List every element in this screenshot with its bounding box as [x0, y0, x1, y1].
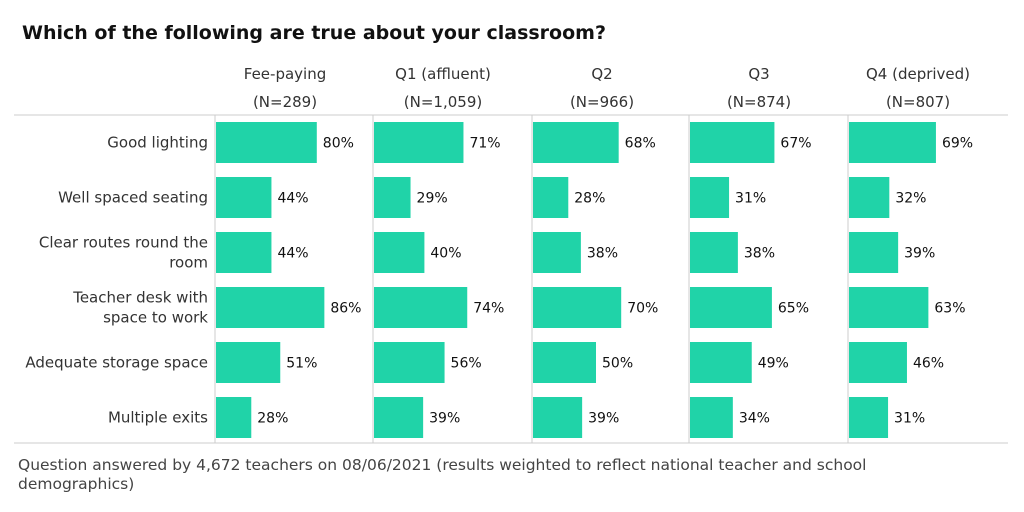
value-label: 80% — [323, 136, 354, 152]
bar — [849, 122, 936, 163]
bar — [849, 397, 889, 438]
bar — [849, 232, 899, 273]
row-label: Well spaced seating — [58, 189, 208, 207]
bar — [374, 287, 468, 328]
bar — [849, 342, 907, 383]
bar — [533, 122, 619, 163]
value-label: 71% — [469, 136, 500, 152]
bar — [216, 232, 272, 273]
value-label: 38% — [587, 246, 618, 262]
value-label: 68% — [625, 136, 656, 152]
value-label: 39% — [588, 411, 619, 427]
value-label: 49% — [758, 356, 789, 372]
bar — [374, 232, 425, 273]
value-label: 86% — [330, 301, 361, 317]
column-header-n: (N=807) — [886, 93, 950, 111]
value-label: 69% — [942, 136, 973, 152]
row-label: Clear routes round the room — [39, 234, 208, 272]
bar — [690, 342, 752, 383]
column-header-name: Q3 — [748, 65, 769, 83]
row-label: Multiple exits — [108, 409, 208, 427]
bar — [690, 397, 733, 438]
row-label-line: room — [169, 254, 208, 272]
value-label: 63% — [934, 301, 965, 317]
value-label: 44% — [277, 191, 308, 207]
bar — [690, 232, 738, 273]
value-label: 74% — [473, 301, 504, 317]
row-label-line: space to work — [103, 309, 208, 327]
bar — [690, 122, 775, 163]
column-header-n: (N=874) — [727, 93, 791, 111]
value-label: 28% — [574, 191, 605, 207]
value-label: 39% — [904, 246, 935, 262]
bar — [533, 342, 596, 383]
row-label-line: Teacher desk with — [72, 289, 208, 307]
row-label: Teacher desk with space to work — [72, 289, 208, 327]
bar — [216, 177, 272, 218]
bar — [849, 287, 929, 328]
bar — [374, 122, 464, 163]
bar — [533, 177, 569, 218]
footnote: Question answered by 4,672 teachers on 0… — [18, 456, 867, 493]
value-label: 31% — [735, 191, 766, 207]
column-header-name: Q2 — [591, 65, 612, 83]
value-label: 67% — [780, 136, 811, 152]
column-header-n: (N=289) — [253, 93, 317, 111]
row-label: Good lighting — [107, 134, 208, 152]
row-label-line: Clear routes round the — [39, 234, 208, 252]
bar — [374, 342, 445, 383]
bar — [690, 177, 730, 218]
value-label: 32% — [895, 191, 926, 207]
column-header-name: Q1 (affluent) — [395, 65, 491, 83]
value-label: 40% — [430, 246, 461, 262]
column-header-name: Q4 (deprived) — [866, 65, 970, 83]
bar — [849, 177, 890, 218]
value-label: 51% — [286, 356, 317, 372]
bar — [216, 122, 317, 163]
bar — [216, 342, 281, 383]
value-label: 28% — [257, 411, 288, 427]
bar — [690, 287, 772, 328]
value-label: 46% — [913, 356, 944, 372]
value-label: 38% — [744, 246, 775, 262]
bar — [216, 397, 252, 438]
bar — [216, 287, 325, 328]
value-label: 65% — [778, 301, 809, 317]
value-label: 56% — [451, 356, 482, 372]
bar — [374, 177, 411, 218]
row-label: Adequate storage space — [25, 354, 208, 372]
value-label: 31% — [894, 411, 925, 427]
bar — [533, 287, 622, 328]
value-label: 34% — [739, 411, 770, 427]
value-label: 44% — [277, 246, 308, 262]
value-label: 70% — [627, 301, 658, 317]
value-label: 29% — [417, 191, 448, 207]
column-header-name: Fee-paying — [244, 65, 326, 83]
bar — [374, 397, 424, 438]
column-header-n: (N=966) — [570, 93, 634, 111]
column-header-n: (N=1,059) — [404, 93, 482, 111]
value-label: 50% — [602, 356, 633, 372]
value-label: 39% — [429, 411, 460, 427]
chart-title: Which of the following are true about yo… — [22, 22, 606, 44]
bar — [533, 232, 581, 273]
bar — [533, 397, 583, 438]
